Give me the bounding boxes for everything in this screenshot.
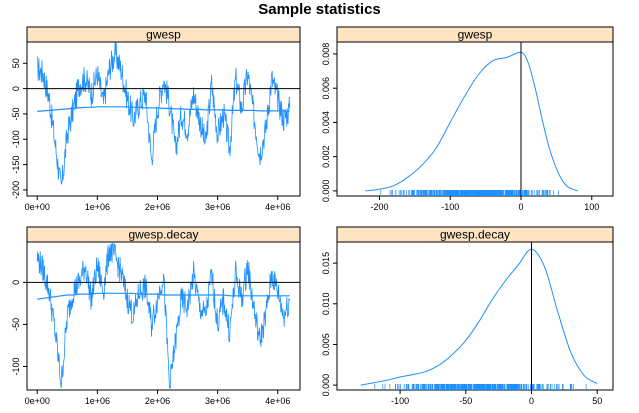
panel-4-y-tick-label: 0.010 (321, 293, 331, 316)
panel-1-x-tick-label: 0e+00 (25, 202, 50, 212)
panel-2-x-tick-label: -100 (441, 202, 459, 212)
panel-2-x-tick-label: -200 (370, 202, 388, 212)
panel-2-y-tick-label: 0.002 (321, 145, 331, 168)
figure-title: Sample statistics (258, 1, 381, 18)
panel-4-x-tick-label: -50 (459, 396, 472, 406)
panel-1-strip-label: gwesp (146, 28, 181, 42)
panel-3-x-tick-label: 3e+06 (205, 396, 230, 406)
panel-2-frame (336, 41, 614, 197)
panel-4-y-tick-label: 0.000 (321, 374, 331, 397)
panel-3-running-mean-line (37, 292, 290, 300)
panel-4-frame (336, 241, 614, 391)
panel-3-strip-label: gwesp.decay (128, 228, 198, 242)
panel-2-x-tick-label: 0 (518, 202, 523, 212)
panel-2-y-tick-label: 0.006 (321, 77, 331, 100)
panel-3-y-tick-label: 0 (11, 280, 21, 285)
panel-3-trace-line (36, 243, 291, 389)
panel-2-y-tick-label: 0.008 (321, 43, 331, 66)
panel-1-x-tick-label: 3e+06 (205, 202, 230, 212)
panel-1-frame (26, 41, 301, 197)
panel-4-x-tick-label: 0 (529, 396, 534, 406)
panel-3-x-tick-label: 4e+06 (265, 396, 290, 406)
panel-4-rug-marks (374, 384, 587, 390)
panel-1-y-tick-label: 0 (11, 86, 21, 91)
panel-3-x-tick-label: 2e+06 (145, 396, 170, 406)
panel-4-strip-label: gwesp.decay (440, 228, 510, 242)
panel-1-x-tick-label: 1e+06 (85, 202, 110, 212)
panel-1-trace-line (36, 42, 291, 185)
panel-2-y-tick-label: 0.004 (321, 111, 331, 134)
panel-2-rug-marks (380, 190, 560, 196)
panel-2-y-tick-label: 0.000 (321, 180, 331, 203)
panel-4-y-tick-label: 0.015 (321, 252, 331, 275)
panel-2-x-tick-label: 100 (584, 202, 599, 212)
panel-3-y-tick-label: -100 (11, 357, 21, 375)
panel-1-y-tick-label: -100 (11, 130, 21, 148)
panel-1-y-tick-label: -50 (11, 107, 21, 120)
panel-1-y-tick-label: -150 (11, 156, 21, 174)
panel-4-density-curve (360, 248, 598, 386)
panel-1-running-mean-line (37, 106, 290, 112)
panel-3-y-tick-label: -50 (11, 318, 21, 331)
panel-3-x-tick-label: 0e+00 (25, 396, 50, 406)
panel-4-y-tick-label: 0.005 (321, 333, 331, 356)
panel-3-x-tick-label: 1e+06 (85, 396, 110, 406)
panel-1-y-tick-label: 50 (11, 58, 21, 68)
panel-1-y-tick-label: -200 (11, 181, 21, 199)
panel-4-x-tick-label: 50 (592, 396, 602, 406)
panel-3-frame (26, 241, 301, 391)
panel-2-density-curve (365, 51, 578, 192)
panel-1-x-tick-label: 4e+06 (265, 202, 290, 212)
panel-4-x-tick-label: -100 (391, 396, 409, 406)
panel-1-x-tick-label: 2e+06 (145, 202, 170, 212)
panel-2-strip-label: gwesp (458, 28, 493, 42)
